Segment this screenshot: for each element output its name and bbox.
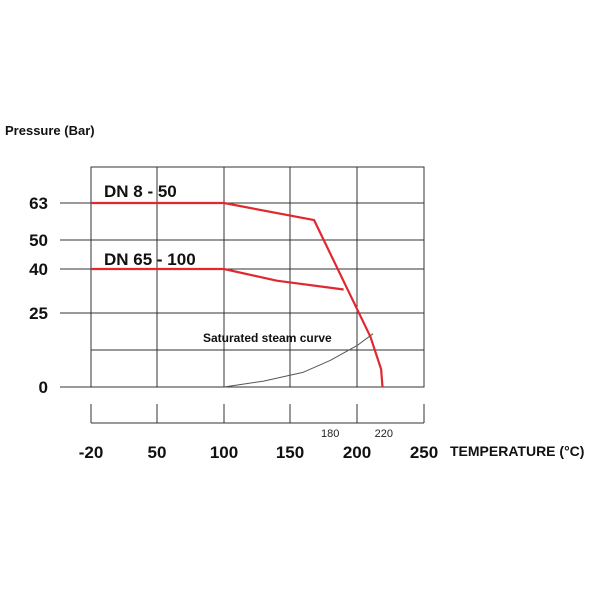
- y-tick-label-0: 0: [39, 378, 48, 397]
- series-line-dn-8-50: [91, 201, 384, 388]
- plot-frame: [90, 166, 425, 388]
- x-extra-tick-label-220: 220: [375, 428, 393, 440]
- y-tick-label-50: 50: [29, 231, 48, 250]
- x-axis: [90, 404, 425, 424]
- y-tick-label-40: 40: [29, 260, 48, 279]
- y-tick-label-25: 25: [29, 304, 48, 323]
- x-tick-label-150: 150: [276, 443, 304, 462]
- saturated-steam-curve-label: Saturated steam curve: [203, 331, 332, 345]
- y-tick-label-63: 63: [29, 194, 48, 213]
- series-lines: [91, 201, 384, 388]
- x-tick-label-250: 250: [410, 443, 438, 462]
- series-label-dn-8-50: DN 8 - 50: [104, 182, 177, 201]
- x-tick-labels: -20 50 100 150 200 250: [79, 443, 438, 462]
- series-label-dn-65-100: DN 65 - 100: [104, 250, 196, 269]
- series-line-saturated-steam-curve: [223, 333, 374, 388]
- x-extra-tick-labels: 180 220: [321, 428, 393, 440]
- series-line-dn-65-100: [91, 267, 344, 291]
- x-axis-title: TEMPERATURE (°C): [450, 443, 584, 459]
- x-tick-label-20: -20: [79, 443, 104, 462]
- y-axis: 0 25 40 50 63: [29, 194, 91, 397]
- x-tick-label-100: 100: [210, 443, 238, 462]
- x-extra-tick-label-180: 180: [321, 428, 339, 440]
- x-tick-label-50: 50: [148, 443, 167, 462]
- y-axis-title: Pressure (Bar): [5, 123, 95, 138]
- x-tick-label-200: 200: [343, 443, 371, 462]
